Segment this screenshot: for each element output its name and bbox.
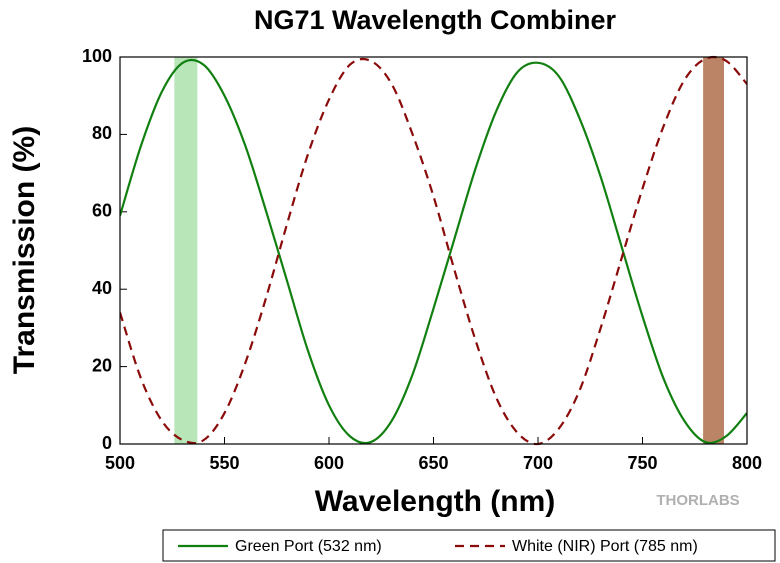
x-tick-label: 550 xyxy=(209,453,239,473)
x-tick-label: 600 xyxy=(314,453,344,473)
x-tick-label: 650 xyxy=(418,453,448,473)
chart-title: NG71 Wavelength Combiner xyxy=(254,5,617,35)
y-tick-label: 0 xyxy=(102,433,112,453)
x-tick-label: 500 xyxy=(105,453,135,473)
x-tick-label: 800 xyxy=(732,453,762,473)
y-tick-label: 60 xyxy=(92,201,112,221)
legend-box xyxy=(162,529,776,562)
highlight-band xyxy=(703,57,725,444)
y-axis-label: Transmission (%) xyxy=(8,126,41,374)
highlight-band xyxy=(174,57,198,444)
legend-label: Green Port (532 nm) xyxy=(235,538,382,555)
y-tick-label: 20 xyxy=(92,355,112,375)
plot-frame xyxy=(119,56,748,445)
x-tick-label: 700 xyxy=(523,453,553,473)
data-line xyxy=(120,55,747,446)
x-axis-label: Wavelength (nm) xyxy=(315,485,556,518)
watermark: THORLABS xyxy=(656,492,739,509)
x-tick-label: 750 xyxy=(627,453,657,473)
data-line xyxy=(120,58,747,445)
y-tick-label: 100 xyxy=(82,46,112,66)
y-tick-label: 40 xyxy=(92,278,112,298)
legend-label: White (NIR) Port (785 nm) xyxy=(512,538,698,555)
y-tick-label: 80 xyxy=(92,123,112,143)
